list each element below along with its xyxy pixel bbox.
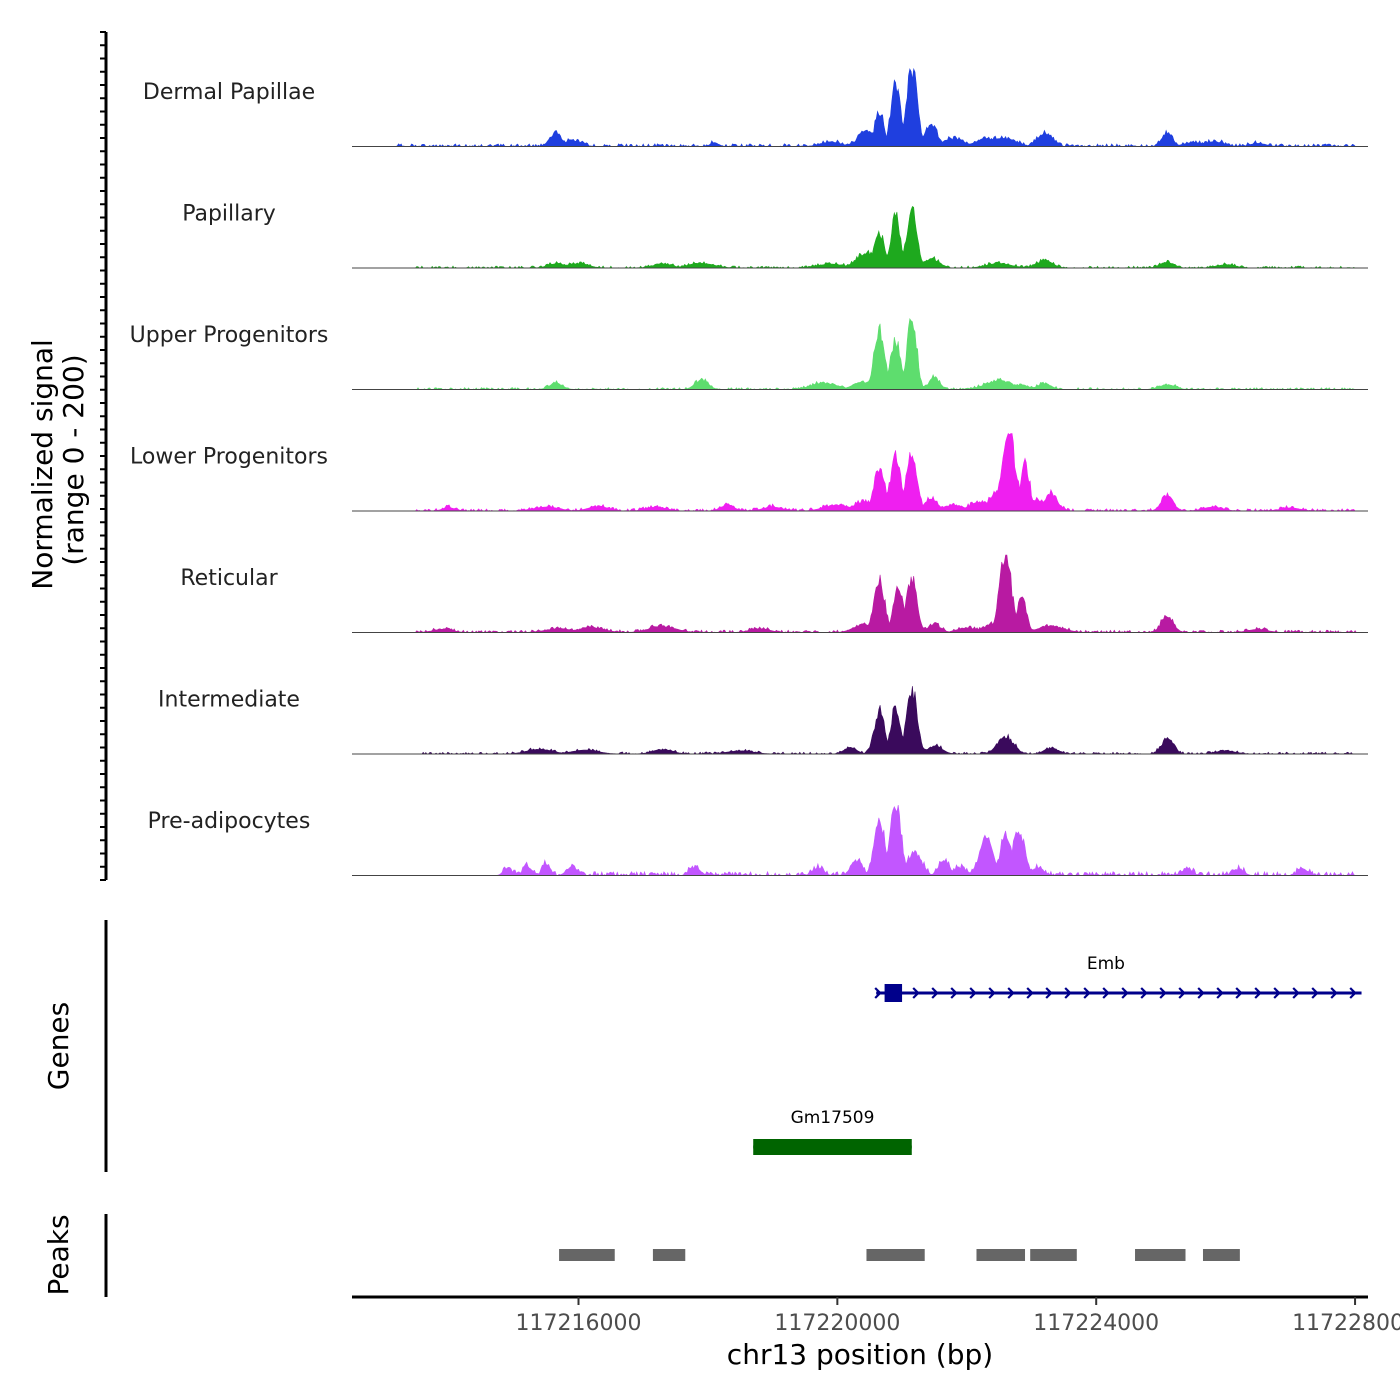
peak-region-box [1135,1249,1186,1261]
track-label: Dermal Papillae [143,80,315,105]
strand-arrow [1235,987,1243,999]
strand-arrow [950,987,958,999]
coverage-track: Lower Progenitors [130,432,1368,512]
coverage-signal-area [352,206,1368,269]
coverage-track: Dermal Papillae [143,67,1368,148]
strand-arrow [1216,987,1224,999]
track-label: Papillary [182,202,276,227]
coverage-tracks: Dermal Papillae Papillary Upper Progenitor… [130,67,1368,877]
strand-arrow [1083,987,1091,999]
gene-gm17509: Gm17509 [753,1108,912,1155]
genes-track-title: Genes [42,1002,75,1090]
strand-arrow [1311,987,1319,999]
coverage-y-axis-title-line-2: (range 0 - 200) [57,354,90,565]
gene-annotations: Emb Gm17509 [753,954,1362,1155]
gene-exon [884,984,903,1002]
coverage-track: Intermediate [158,686,1368,755]
gene-name-label: Gm17509 [791,1108,875,1128]
coverage-y-axis-title-line-1: Normalized signal [26,339,59,590]
x-axis-ticks: 117216000 117220000 117224000 117228000 [516,1297,1400,1336]
strand-arrow [988,987,996,999]
strand-arrow [1254,987,1262,999]
strand-arrow [1121,987,1129,999]
coverage-signal-area [352,554,1368,634]
track-label: Lower Progenitors [130,445,328,470]
coverage-track: Reticular [180,554,1368,634]
coverage-track: Upper Progenitors [130,317,1368,391]
coverage-y-axis-title: Normalized signal (range 0 - 200) [26,330,90,589]
gene-name-label: Emb [1087,954,1125,974]
x-axis-title: chr13 position (bp) [727,1338,993,1371]
track-label: Reticular [180,566,278,591]
coverage-track: Pre-adipocytes [148,805,1368,877]
strand-arrow [1026,987,1034,999]
strand-arrow [931,987,939,999]
peak-region-box [559,1249,615,1261]
coverage-signal-area [352,432,1368,512]
gene-emb: Emb [874,954,1362,1002]
strand-arrow [912,987,920,999]
strand-arrow [1273,987,1281,999]
strand-arrow [1045,987,1053,999]
coverage-track: Papillary [182,202,1368,269]
strand-arrow [1064,987,1072,999]
strand-arrow [1330,987,1338,999]
coverage-signal-area [352,317,1368,391]
strand-arrow [1007,987,1015,999]
strand-arrow [1349,987,1357,999]
peaks-track-title: Peaks [42,1214,75,1295]
strand-arrow [1159,987,1167,999]
x-tick-label: 117224000 [1033,1311,1159,1336]
coverage-signal-area [352,686,1368,755]
x-tick-label: 117220000 [774,1311,900,1336]
peak-region-box [652,1249,686,1261]
track-label: Upper Progenitors [130,323,329,348]
gene-exon [753,1139,912,1155]
coverage-signal-area [352,805,1368,877]
peak-region-box [976,1249,1026,1261]
strand-arrow [1197,987,1205,999]
coverage-signal-area [352,67,1368,148]
peak-region-box [1202,1249,1240,1261]
track-label: Intermediate [158,688,300,713]
x-tick-label: 117216000 [516,1311,642,1336]
peak-region-box [1030,1249,1077,1261]
strand-arrow [874,987,882,999]
strand-arrow [1102,987,1110,999]
strand-arrow [893,987,901,999]
peak-regions [559,1249,1240,1261]
coverage-y-axis [100,31,108,881]
track-label: Pre-adipocytes [148,809,311,834]
strand-arrow [1292,987,1300,999]
peak-region-box [866,1249,925,1261]
strand-arrow [969,987,977,999]
strand-arrow [1140,987,1148,999]
x-tick-label: 117228000 [1292,1311,1400,1336]
strand-arrow [1178,987,1186,999]
